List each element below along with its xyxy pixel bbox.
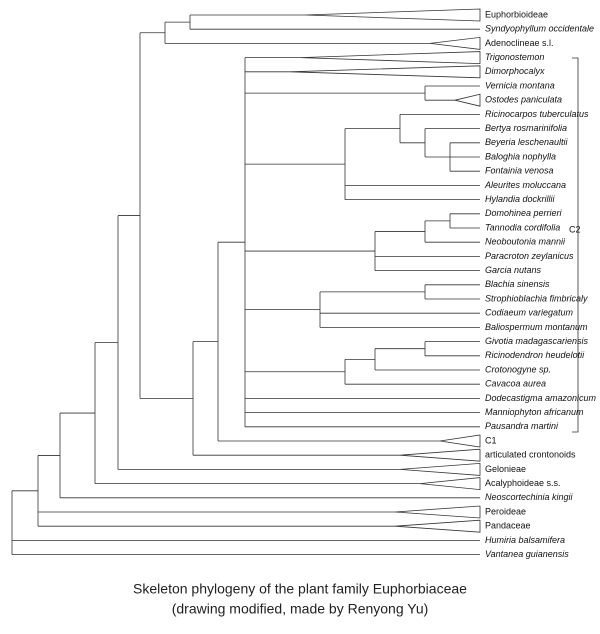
leaf-label: Beyeria leschenaultii (485, 137, 569, 147)
leaf-label: Euphorbioideae (485, 9, 548, 19)
leaf-label: C1 (485, 435, 497, 445)
collapsed-clade (454, 93, 481, 107)
caption: Skeleton phylogeny of the plant family E… (133, 581, 467, 597)
leaf-label: Vernicia montana (485, 80, 555, 90)
caption: (drawing modified, made by Renyong Yu) (172, 601, 429, 617)
collapsed-clade (289, 65, 481, 79)
leaf-label: Baloghia nophylla (485, 151, 556, 161)
leaf-label: Ostodes paniculata (485, 95, 562, 105)
leaf-label: Hylandia dockrillii (485, 194, 556, 204)
leaf-label: Trigonostemon (485, 52, 544, 62)
collapsed-clade (399, 462, 481, 476)
leaf-label: Syndyophyllum occidentale (485, 24, 594, 34)
leaf-label: Humiria balsamifera (485, 535, 565, 545)
leaf-label: Bertya rosmarinifolia (485, 123, 567, 133)
leaf-label: Neoscortechinia kingii (485, 492, 574, 502)
leaf-label: Domohinea perrieri (485, 208, 563, 218)
leaf-label: Blachia sinensis (485, 279, 550, 289)
leaf-label: Pausandra martini (485, 421, 559, 431)
c2-bracket (572, 57, 579, 433)
leaf-label: Neoboutonia mannii (485, 237, 566, 247)
collapsed-clade (394, 519, 481, 533)
collapsed-clade (419, 477, 481, 491)
leaf-label: Paracroton zeylanicus (485, 251, 574, 261)
leaf-label: Pandaceae (485, 521, 531, 531)
leaf-label: Manniophyton africanum (485, 407, 584, 417)
leaf-label: Dimorphocalyx (485, 66, 545, 76)
collapsed-clade (304, 8, 481, 22)
leaf-label: articulated crontonoids (485, 450, 576, 460)
leaf-label: Garcia nutans (485, 265, 542, 275)
leaf-label: Vantanea guianensis (485, 549, 569, 559)
leaf-label: Aleurites moluccana (484, 180, 566, 190)
leaf-label: Peroideae (485, 506, 526, 516)
leaf-label: Tannodia cordifolia (485, 222, 560, 232)
collapsed-clade (399, 448, 481, 462)
leaf-label: Strophioblachia fimbricaly (485, 293, 588, 303)
bracket-label: C2 (569, 224, 581, 234)
collapsed-clade (439, 434, 481, 448)
collapsed-clade (394, 505, 481, 519)
leaf-label: Cavacoa aurea (485, 379, 546, 389)
leaf-label: Dodecastigma amazonicum (485, 393, 597, 403)
leaf-label: Baliospermum montanum (485, 322, 588, 332)
leaf-label: Ricinocarpos tuberculatus (485, 109, 589, 119)
leaf-label: Acalyphoideae s.s. (485, 478, 561, 488)
leaf-label: Crotonogyne sp. (485, 364, 551, 374)
collapsed-clade (299, 51, 481, 65)
leaf-label: Givotia madagascariensis (485, 336, 589, 346)
collapsed-clade (429, 36, 481, 50)
leaf-label: Adenoclineae s.l. (485, 38, 554, 48)
leaf-label: Gelonieae (485, 464, 526, 474)
leaf-label: Codiaeum variegatum (485, 308, 574, 318)
leaf-label: Fontainia venosa (485, 166, 554, 176)
leaf-label: Ricinodendron heudelotii (485, 350, 585, 360)
